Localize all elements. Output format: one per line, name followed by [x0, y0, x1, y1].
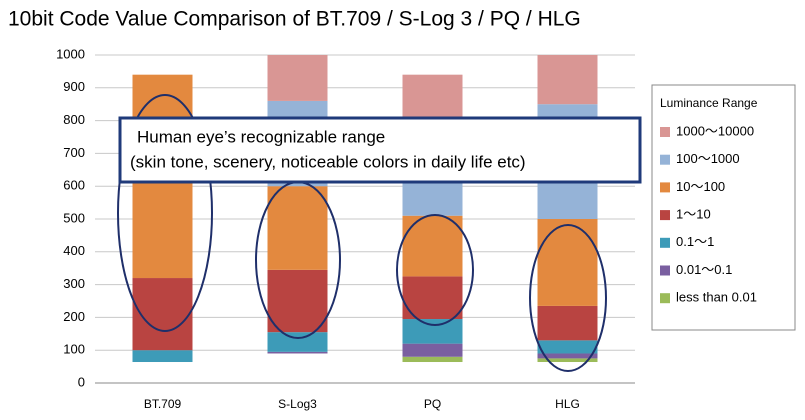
bar-segment — [538, 362, 598, 383]
y-tick-label: 500 — [63, 210, 85, 225]
legend-box — [651, 84, 796, 331]
bar-segment — [267, 55, 328, 101]
legend-swatch — [660, 154, 670, 165]
legend-swatch — [660, 237, 670, 248]
y-tick-label: 400 — [63, 243, 85, 258]
annotation: (skin tone, scenery, noticeable colors i… — [130, 152, 526, 171]
legend-label: 10～100 — [676, 179, 725, 194]
legend-label: 0.01～0.1 — [676, 262, 732, 277]
bar-segment — [403, 362, 463, 383]
chart-title: 10bit Code Value Comparison of BT.709 / … — [8, 8, 581, 31]
legend-swatch — [660, 265, 670, 276]
legend-label: less than 0.01 — [676, 290, 757, 305]
annotation: Human eye’s recognizable range — [137, 127, 385, 146]
bar-segment — [537, 219, 598, 306]
y-tick-label: 300 — [63, 276, 85, 291]
bar-segment — [267, 351, 328, 354]
legend-label: 1000～10000 — [676, 123, 754, 138]
bar-segment — [537, 358, 598, 363]
x-tick-label: S-Log3 — [278, 397, 317, 411]
y-tick-label: 1000 — [56, 46, 85, 61]
bar-segment — [267, 186, 328, 270]
highlight-ellipse — [529, 224, 607, 372]
highlight-ellipse — [396, 214, 474, 326]
y-tick-label: 900 — [63, 79, 85, 94]
bar-segment — [133, 362, 193, 383]
y-tick-label: 700 — [63, 145, 85, 160]
bar-segment — [402, 215, 463, 277]
x-tick-label: PQ — [424, 397, 441, 411]
bar-segment — [402, 343, 463, 357]
bar-segment — [537, 55, 598, 105]
bar-segment — [402, 319, 463, 344]
y-tick-label: 200 — [63, 309, 85, 324]
bar-segment — [268, 353, 328, 383]
y-tick-label: 0 — [78, 374, 85, 389]
x-tick-label: BT.709 — [144, 397, 182, 411]
bar-segment — [132, 278, 193, 351]
legend-swatch — [660, 210, 670, 221]
highlight-ellipse — [117, 94, 213, 332]
y-tick-label: 800 — [63, 112, 85, 127]
legend-label: 1～10 — [676, 207, 711, 222]
bar-segment — [132, 350, 193, 363]
legend-label: 0.1～1 — [676, 234, 714, 249]
bar-segment — [402, 276, 463, 320]
legend-swatch — [660, 293, 670, 304]
bar-segment — [537, 340, 598, 354]
bar-segment — [267, 269, 328, 333]
x-tick-label: HLG — [555, 397, 580, 411]
bar-segment — [402, 356, 463, 363]
bar-segment — [267, 332, 328, 352]
legend-label: 100～1000 — [676, 151, 740, 166]
y-tick-label: 600 — [63, 178, 85, 193]
bar-segment — [537, 305, 598, 341]
annotation-box — [118, 116, 642, 184]
legend-swatch — [660, 127, 670, 137]
bar-segment — [537, 353, 598, 359]
legend-title: Luminance Range — [660, 96, 758, 110]
legend-swatch — [660, 182, 670, 193]
y-tick-label: 100 — [63, 342, 85, 357]
